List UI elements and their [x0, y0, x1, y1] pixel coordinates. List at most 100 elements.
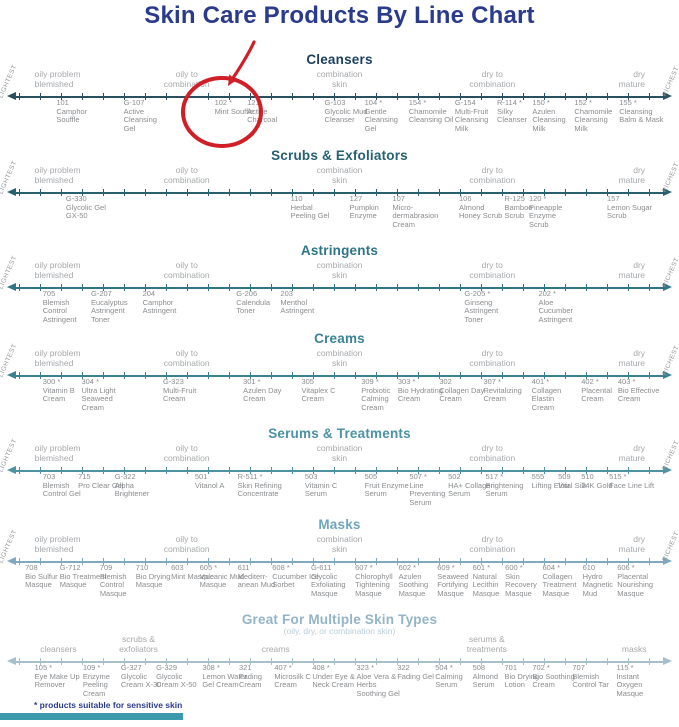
product-name: Mediterr- anean Mud: [237, 571, 276, 590]
product-name: Bio Drying Masque: [135, 571, 171, 590]
product-item: 605 * Volcanic Mud Masque: [199, 563, 247, 590]
axis-right-arrow-icon: [663, 371, 672, 379]
product-item: 154 * Chamomile Cleansing Oil: [409, 98, 456, 125]
product-item: 608 * Cucumber Ice Sorbet: [272, 563, 319, 590]
section-title: Scrubs & Exfoliators: [271, 148, 408, 163]
product-code: 605 *: [199, 563, 218, 572]
product-item: 701 Bio Drying Lotion: [504, 663, 551, 690]
product-code: 504 *: [435, 663, 453, 672]
product-code: 121: [247, 98, 260, 107]
section-creams: Creams oily problem blemished oily to comb…: [0, 331, 679, 431]
product-item: G-207 Eucalyptus Astringent Toner: [90, 289, 138, 324]
product-code: 703: [42, 472, 56, 481]
product-code: 308 *: [202, 663, 220, 672]
product-code: 157: [607, 194, 620, 203]
product-item: 202 * Aloe Cucumber Astringent: [538, 289, 585, 324]
product-name: Mint Masque: [171, 571, 215, 581]
skin-zone-label: oily to combination: [163, 534, 210, 555]
axis: [7, 283, 672, 292]
product-name: Glycolic Cream X-50: [156, 671, 197, 690]
product-item: 502 HA+ Collagen Serum: [448, 472, 495, 499]
product-item: G-205 * Ginseng Astringent Toner: [464, 289, 511, 324]
product-name: Revitalizing Cream: [483, 385, 522, 404]
product-name: Camphor Astringent: [142, 297, 177, 316]
product-name: Bio Effective Cream: [617, 385, 660, 404]
product-item: 505 Fruit Enzyme Serum: [365, 472, 412, 499]
product-item: 708 Bio Sulfur Masque: [25, 563, 72, 590]
product-name: Ginseng Astringent Toner: [464, 297, 499, 324]
axis-right-arrow-icon: [663, 657, 672, 665]
product-name: Vitamin C Serum: [304, 480, 338, 499]
sensitive-skin-footnote: * products suitable for sensitive skin: [34, 700, 183, 710]
product-name: Collagen Elastin Cream: [531, 385, 562, 412]
product-name: Enzyme Peeling Cream: [82, 671, 110, 698]
skin-zone-label: creams: [261, 644, 290, 655]
product-name: Eucalyptus Astringent Toner: [90, 297, 128, 324]
product-code: 601 *: [472, 563, 491, 572]
product-item: 504 * Calming Serum: [435, 663, 482, 690]
product-item: 157 Lemon Sugar Scrub: [607, 194, 654, 221]
product-name: Multi-Fruit Cream: [162, 385, 197, 404]
product-name: Bio Treatment Masque: [59, 571, 107, 590]
product-code: 555: [531, 472, 545, 481]
product-name: Collagen Treatment Masque: [542, 571, 577, 598]
product-name: Seaweed Fortifying Masque: [437, 571, 469, 598]
product-code: 304 *: [81, 377, 99, 386]
product-name: Brightening Serum: [485, 480, 524, 499]
section-title: Masks: [318, 517, 361, 532]
product-code: 115 *: [616, 663, 634, 672]
product-name: Multi-Fruit Cleansing Milk: [454, 106, 489, 133]
accent-bar: [0, 713, 183, 720]
section-scrubs-exfoliators: Scrubs & Exfoliators oily problem blemish…: [0, 148, 679, 248]
section-title: Creams: [314, 331, 365, 346]
product-item: 305 Vitaplex C Cream: [301, 377, 348, 404]
product-item: 501 Vitanol A: [195, 472, 242, 490]
product-code: 508: [472, 663, 486, 672]
product-name: Blemish Control Gel: [42, 480, 81, 499]
product-item: 603 Mint Masque: [171, 563, 218, 581]
axis-left-arrow-icon: [7, 92, 16, 100]
skin-zone-label: combination skin: [316, 534, 363, 555]
product-name: Azulen Soothing Masque: [398, 571, 429, 598]
product-item: 203 Menthol Astringent: [280, 289, 327, 316]
product-code: 603: [171, 563, 184, 572]
skin-zone-label: dry to combination: [469, 348, 516, 369]
skin-zone-label: dry mature: [618, 165, 646, 186]
product-item: 601 * Natural Lecithin Masque: [472, 563, 520, 598]
product-name: Alpha Brightener: [114, 480, 150, 499]
product-code: R-125: [504, 194, 525, 203]
product-name: Hydro Magnetic Mud: [582, 571, 614, 598]
product-name: Azulen Cleansing Milk: [532, 106, 566, 133]
skin-zone-label: cleansers: [40, 644, 77, 655]
product-code: 705: [42, 289, 56, 298]
product-name: Probiotic Calming Cream: [361, 385, 391, 412]
product-item: 604 * Collagen Treatment Masque: [542, 563, 590, 598]
product-name: Menthol Astringent: [280, 297, 315, 316]
product-item: 408 * Under Eye & Neck Cream: [312, 663, 359, 690]
product-item: 705 Blemish Control Astringent: [42, 289, 90, 324]
product-name: Placental Nourishing Masque: [617, 571, 654, 598]
product-name: Gentle Cleansing Gel: [364, 106, 398, 133]
product-name: Active Cleansing Gel: [123, 106, 157, 133]
axis-left-arrow-icon: [7, 657, 16, 665]
product-item: 508 Almond Serum: [472, 663, 520, 690]
page-title: Skin Care Products By Line Chart: [144, 2, 535, 29]
product-name: Lifting Elixir: [531, 480, 571, 490]
axis-tick-marks: [19, 284, 660, 291]
product-code: 323 *: [356, 663, 374, 672]
product-name: Chlorophyll Tightening Masque: [355, 571, 393, 598]
product-code: 305: [301, 377, 314, 386]
skin-zone-label: oily problem blemished: [34, 69, 81, 90]
product-code: 502: [448, 472, 461, 481]
skin-zone-label: masks: [621, 644, 647, 655]
product-name: Vitaplex C Cream: [301, 385, 336, 404]
product-name: Silky Cleanser: [497, 106, 528, 125]
product-code: G-712: [59, 563, 81, 572]
product-item: 323 * Aloe Vera & Herbs Soothing Gel: [356, 663, 403, 698]
product-code: 509: [558, 472, 571, 481]
section-title: Astringents: [300, 243, 379, 258]
product-name: Under Eye & Neck Cream: [312, 671, 355, 690]
product-name: Eye Make Up Remover: [34, 671, 80, 690]
